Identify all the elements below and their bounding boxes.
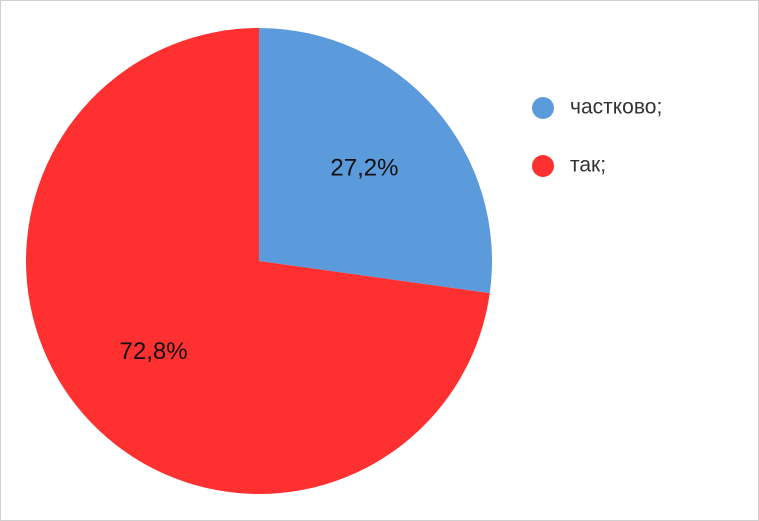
pie-slice: [25, 28, 490, 495]
legend-label: частково;: [570, 96, 662, 119]
legend-label: так;: [570, 154, 606, 177]
pie-slice: [259, 28, 493, 294]
legend-marker: [532, 155, 554, 177]
legend-marker: [532, 97, 554, 119]
data-label: 72,8%: [120, 338, 188, 365]
data-label: 27,2%: [330, 155, 398, 182]
